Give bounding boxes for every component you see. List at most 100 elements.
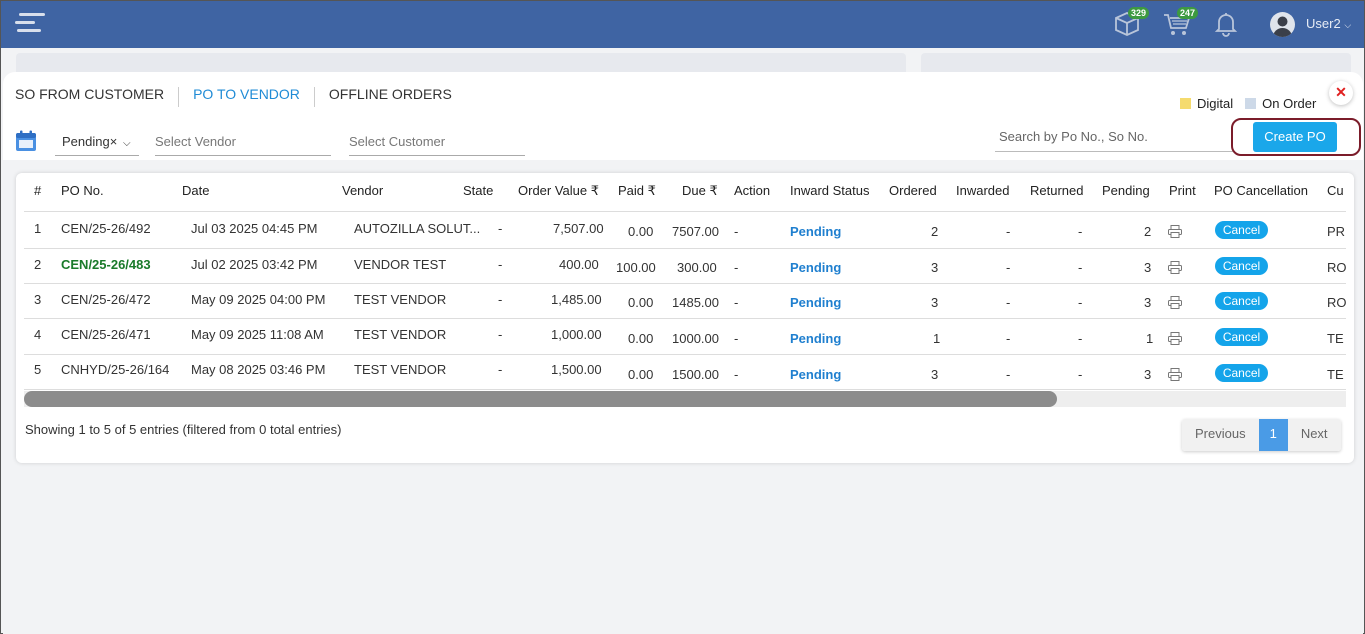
cell-paid: 100.00 [616,260,656,275]
col-header-customer[interactable]: Cu [1327,183,1344,198]
col-header-inward-status[interactable]: Inward Status [790,183,870,198]
printer-icon[interactable] [1168,368,1182,381]
cancel-po-button[interactable]: Cancel [1215,292,1268,310]
vendor-select[interactable]: Select Vendor [155,128,331,156]
cell-paid: 0.00 [628,224,654,239]
cancel-po-button[interactable]: Cancel [1215,257,1268,275]
tab-po-to-vendor[interactable]: PO TO VENDOR [193,86,300,102]
create-po-button[interactable]: Create PO [1253,122,1337,152]
cell-inward-status: Pending [790,224,842,239]
menu-icon[interactable] [15,13,45,35]
col-header-inwarded[interactable]: Inwarded [956,183,1010,198]
cell-state: - [498,362,503,377]
cell-action: - [734,224,739,239]
cell-due: 7507.00 [672,224,719,239]
col-header-order-value[interactable]: Order Value ₹ [518,183,600,198]
cart-badge: 247 [1176,7,1198,19]
cell-inwarded: - [1006,367,1011,382]
search-input[interactable]: Search by Po No., So No. [995,122,1235,152]
search-placeholder: Search by Po No., So No. [999,129,1148,144]
tab-divider [178,87,180,107]
cell-returned: - [1078,367,1083,382]
tab-offline-orders[interactable]: OFFLINE ORDERS [328,86,452,102]
cell-inward-status: Pending [790,331,842,346]
next-page-button[interactable]: Next [1287,419,1341,451]
avatar[interactable] [1270,12,1295,37]
col-header-date[interactable]: Date [182,183,210,198]
cell-due: 1000.00 [672,331,719,346]
table-area: # PO No. Date Vendor State Order Value ₹… [3,160,1363,634]
previous-page-button[interactable]: Previous [1182,419,1259,451]
cell-num: 5 [34,362,42,377]
col-header-due[interactable]: Due ₹ [682,183,718,198]
cell-pending: 3 [1144,260,1152,275]
cell-inward-status: Pending [790,260,842,275]
status-select[interactable]: Pending× ⌵ [55,128,139,156]
col-header-ordered[interactable]: Ordered [889,183,937,198]
col-header-paid[interactable]: Paid ₹ [618,183,656,198]
cell-order-value: 1,000.00 [551,327,602,342]
status-select-value: Pending× [62,134,118,149]
cancel-po-button[interactable]: Cancel [1215,221,1268,239]
cell-vendor: TEST VENDOR [354,327,447,342]
chevron-down-icon: ⌵ [122,138,131,149]
cell-date: May 09 2025 04:00 PM [191,292,326,307]
cell-po-no[interactable]: CEN/25-26/471 [61,327,151,342]
pagination: Previous 1 Next [1182,419,1341,451]
printer-icon[interactable] [1168,332,1182,345]
cell-inwarded: - [1006,331,1011,346]
cell-po-no[interactable]: CEN/25-26/472 [61,292,151,307]
order-tabs: SO FROM CUSTOMER PO TO VENDOR OFFLINE OR… [15,86,466,108]
horizontal-scrollbar-thumb[interactable] [24,391,1057,407]
cart-icon[interactable]: 247 [1162,7,1198,38]
cell-num: 2 [34,257,42,272]
cube-badge: 329 [1127,7,1149,19]
cell-po-no[interactable]: CNHYD/25-26/164 [61,362,170,377]
col-header-state[interactable]: State [463,183,494,198]
filter-bar: Pending× ⌵ Select Vendor Select Customer… [15,118,1361,162]
legend-on-order-swatch [1245,98,1257,109]
cancel-po-button[interactable]: Cancel [1215,328,1268,346]
cell-ordered: 3 [931,260,939,275]
cell-po-no[interactable]: CEN/25-26/483 [61,257,151,272]
col-header-print: Print [1169,183,1196,198]
col-header-pending[interactable]: Pending [1102,183,1150,198]
cell-due: 300.00 [677,260,717,275]
calendar-icon[interactable] [15,130,37,152]
create-po-highlight [1231,118,1361,156]
cell-paid: 0.00 [628,331,654,346]
tab-so-from-customer[interactable]: SO FROM CUSTOMER [15,86,165,102]
cell-returned: - [1078,295,1083,310]
close-icon: ✕ [1335,84,1347,100]
cell-pending: 3 [1144,295,1152,310]
cancel-po-button[interactable]: Cancel [1215,364,1268,382]
col-header-action: Action [734,183,771,198]
col-header-returned[interactable]: Returned [1030,183,1084,198]
cell-po-no[interactable]: CEN/25-26/492 [61,221,151,236]
cube-icon[interactable]: 329 [1113,7,1149,38]
cell-customer: RO [1327,295,1347,310]
col-header-po-cancellation: PO Cancellation [1214,183,1308,198]
cell-pending: 3 [1144,367,1152,382]
page-1-button[interactable]: 1 [1258,419,1288,451]
cell-customer: PR [1327,224,1346,239]
col-header-po-no[interactable]: PO No. [61,183,104,198]
legend-digital-swatch [1180,98,1191,109]
user-menu[interactable]: User2 ⌵ [1306,16,1351,31]
printer-icon[interactable] [1168,261,1182,274]
legend-on-order-label: On Order [1262,96,1317,111]
cell-returned: - [1078,331,1083,346]
cell-ordered: 3 [931,295,939,310]
cell-vendor: AUTOZILLA SOLUT... [354,221,481,236]
bell-icon[interactable] [1212,10,1242,38]
cell-action: - [734,367,739,382]
printer-icon[interactable] [1168,225,1182,238]
printer-icon[interactable] [1168,296,1182,309]
cell-ordered: 1 [933,331,941,346]
cell-state: - [498,221,503,236]
close-button[interactable]: ✕ [1329,81,1353,105]
cell-vendor: TEST VENDOR [354,292,447,307]
entries-info: Showing 1 to 5 of 5 entries (filtered fr… [25,422,342,437]
customer-select[interactable]: Select Customer [349,128,525,156]
col-header-vendor[interactable]: Vendor [342,183,384,198]
